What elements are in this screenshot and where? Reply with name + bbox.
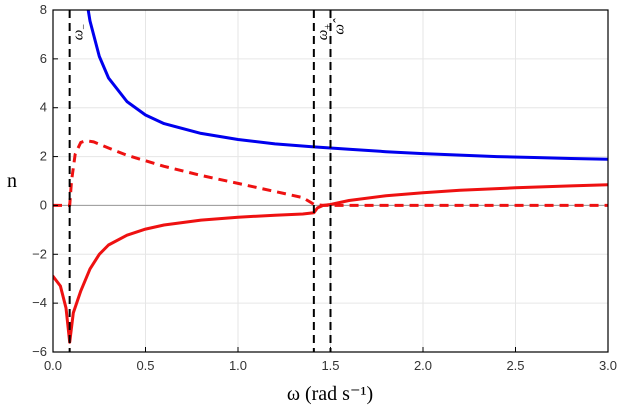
y-tick-label: 2 (40, 149, 47, 164)
y-tick-label: −4 (32, 295, 47, 310)
x-tick-label: 1.5 (321, 358, 339, 373)
x-tick-label: 2.5 (506, 358, 524, 373)
y-tick-label: 6 (40, 51, 47, 66)
y-axis-label: n (7, 170, 17, 192)
x-tick-label: 3.0 (599, 358, 617, 373)
series-line-3 (53, 139, 608, 207)
vertical-lines: ω− ω+ω̂ (68, 10, 348, 352)
vertical-marker-label: ω̂ (332, 18, 348, 35)
y-tick-label: 4 (40, 100, 47, 115)
tick-labels: 0.0 0.5 1.0 1.5 2.0 2.5 3.0 −6 −4 −2 0 2 4 6 8 (32, 2, 617, 373)
x-axis-label: ω (rad s⁻¹) (287, 383, 373, 405)
y-tick-label: −6 (32, 344, 47, 359)
y-tick-label: 0 (40, 197, 47, 212)
y-tick-label: −2 (32, 246, 47, 261)
series-layer (53, 10, 608, 344)
vertical-marker-label: ω− (71, 24, 90, 41)
x-tick-label: 0.0 (44, 358, 62, 373)
vertical-marker-label: ω+ (315, 24, 334, 41)
y-tick-label: 8 (40, 2, 47, 17)
series-line-1 (86, 10, 608, 161)
x-tick-label: 1.0 (229, 358, 247, 373)
x-tick-label: 0.5 (136, 358, 154, 373)
series-line-2 (53, 183, 608, 344)
x-tick-label: 2.0 (414, 358, 432, 373)
